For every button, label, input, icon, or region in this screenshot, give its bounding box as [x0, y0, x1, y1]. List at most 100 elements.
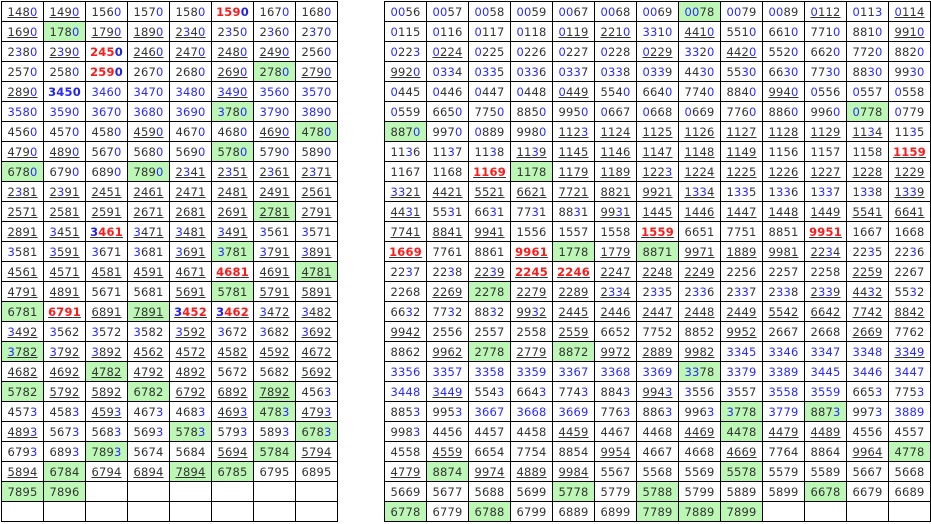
number-cell[interactable]: 1229 — [888, 161, 931, 182]
number-cell[interactable]: 2267 — [888, 261, 931, 282]
number-cell[interactable]: 1339 — [888, 181, 931, 202]
number-cell[interactable]: 5531 — [426, 201, 469, 222]
number-cell[interactable]: 7893 — [85, 441, 128, 462]
number-cell[interactable]: 3778 — [720, 401, 763, 422]
number-cell[interactable]: 6785 — [211, 461, 254, 482]
number-cell[interactable]: 4779 — [384, 461, 427, 482]
number-cell[interactable]: 4421 — [426, 181, 469, 202]
empty-cell[interactable] — [846, 501, 889, 522]
number-cell[interactable]: 1590 — [211, 1, 254, 22]
number-cell[interactable]: 6631 — [468, 201, 511, 222]
number-cell[interactable]: 3891 — [295, 241, 338, 262]
number-cell[interactable]: 3320 — [678, 41, 721, 62]
number-cell[interactable]: 9951 — [804, 221, 847, 242]
number-cell[interactable]: 4558 — [384, 441, 427, 462]
number-cell[interactable]: 7764 — [762, 441, 805, 462]
number-cell[interactable]: 2371 — [295, 161, 338, 182]
number-cell[interactable]: 0559 — [384, 101, 427, 122]
number-cell[interactable]: 0112 — [804, 1, 847, 22]
number-cell[interactable]: 5889 — [720, 481, 763, 502]
number-cell[interactable]: 3346 — [762, 341, 805, 362]
number-cell[interactable]: 9943 — [636, 381, 679, 402]
number-cell[interactable]: 3782 — [1, 341, 44, 362]
number-cell[interactable]: 1570 — [127, 1, 170, 22]
number-cell[interactable]: 1779 — [594, 241, 637, 262]
number-cell[interactable]: 5688 — [468, 481, 511, 502]
number-cell[interactable]: 5672 — [211, 361, 254, 382]
number-cell[interactable]: 0889 — [468, 121, 511, 142]
number-cell[interactable]: 7710 — [804, 21, 847, 42]
number-cell[interactable]: 2690 — [211, 61, 254, 82]
number-cell[interactable]: 4410 — [678, 21, 721, 42]
number-cell[interactable]: 1159 — [888, 141, 931, 162]
number-cell[interactable]: 3892 — [85, 341, 128, 362]
number-cell[interactable]: 2279 — [510, 281, 553, 302]
number-cell[interactable]: 3356 — [384, 361, 427, 382]
empty-cell[interactable] — [85, 481, 128, 502]
number-cell[interactable]: 1158 — [846, 141, 889, 162]
number-cell[interactable]: 6654 — [468, 441, 511, 462]
number-cell[interactable]: 5794 — [295, 441, 338, 462]
number-cell[interactable]: 5793 — [211, 421, 254, 442]
number-cell[interactable]: 3560 — [253, 81, 296, 102]
number-cell[interactable]: 5778 — [552, 481, 595, 502]
number-cell[interactable]: 5530 — [720, 61, 763, 82]
number-cell[interactable]: 8830 — [846, 61, 889, 82]
number-cell[interactable]: 5692 — [295, 361, 338, 382]
number-cell[interactable]: 3572 — [85, 321, 128, 342]
number-cell[interactable]: 5670 — [85, 141, 128, 162]
number-cell[interactable]: 6621 — [510, 181, 553, 202]
number-cell[interactable]: 3667 — [468, 401, 511, 422]
number-cell[interactable]: 1447 — [720, 201, 763, 222]
number-cell[interactable]: 1670 — [253, 1, 296, 22]
number-cell[interactable]: 2471 — [169, 181, 212, 202]
number-cell[interactable]: 0667 — [594, 101, 637, 122]
number-cell[interactable]: 1139 — [510, 141, 553, 162]
number-cell[interactable]: 3491 — [211, 221, 254, 242]
number-cell[interactable]: 6640 — [636, 81, 679, 102]
number-cell[interactable]: 4681 — [211, 261, 254, 282]
number-cell[interactable]: 5680 — [127, 141, 170, 162]
number-cell[interactable]: 5784 — [253, 441, 296, 462]
number-cell[interactable]: 5893 — [253, 421, 296, 442]
number-cell[interactable]: 3557 — [720, 381, 763, 402]
number-cell[interactable]: 3890 — [295, 101, 338, 122]
number-cell[interactable]: 4581 — [85, 261, 128, 282]
number-cell[interactable]: 7742 — [846, 301, 889, 322]
number-cell[interactable]: 7731 — [510, 201, 553, 222]
number-cell[interactable]: 5684 — [169, 441, 212, 462]
number-cell[interactable]: 2239 — [468, 261, 511, 282]
number-cell[interactable]: 5510 — [720, 21, 763, 42]
number-cell[interactable]: 8810 — [846, 21, 889, 42]
number-cell[interactable]: 9962 — [426, 341, 469, 362]
number-cell[interactable]: 3556 — [678, 381, 721, 402]
number-cell[interactable]: 5567 — [594, 461, 637, 482]
number-cell[interactable]: 3470 — [127, 81, 170, 102]
number-cell[interactable]: 2339 — [804, 281, 847, 302]
number-cell[interactable]: 0223 — [384, 41, 427, 62]
number-cell[interactable]: 1167 — [384, 161, 427, 182]
number-cell[interactable]: 4667 — [636, 441, 679, 462]
number-cell[interactable]: 4432 — [846, 281, 889, 302]
number-cell[interactable]: 3389 — [762, 361, 805, 382]
number-cell[interactable]: 6632 — [384, 301, 427, 322]
number-cell[interactable]: 6783 — [295, 421, 338, 442]
number-cell[interactable]: 4671 — [169, 261, 212, 282]
number-cell[interactable]: 2491 — [253, 181, 296, 202]
number-cell[interactable]: 4790 — [1, 141, 44, 162]
number-cell[interactable]: 3670 — [85, 101, 128, 122]
number-cell[interactable]: 4592 — [253, 341, 296, 362]
number-cell[interactable]: 4456 — [426, 421, 469, 442]
number-cell[interactable]: 5691 — [169, 281, 212, 302]
number-cell[interactable]: 4467 — [594, 421, 637, 442]
number-cell[interactable]: 4559 — [426, 441, 469, 462]
number-cell[interactable]: 3461 — [85, 221, 128, 242]
number-cell[interactable]: 2237 — [384, 261, 427, 282]
number-cell[interactable]: 9932 — [510, 301, 553, 322]
number-cell[interactable]: 0224 — [426, 41, 469, 62]
number-cell[interactable]: 9921 — [636, 181, 679, 202]
number-cell[interactable]: 1560 — [85, 1, 128, 22]
number-cell[interactable]: 0068 — [594, 1, 637, 22]
number-cell[interactable]: 1189 — [594, 161, 637, 182]
number-cell[interactable]: 3669 — [552, 401, 595, 422]
